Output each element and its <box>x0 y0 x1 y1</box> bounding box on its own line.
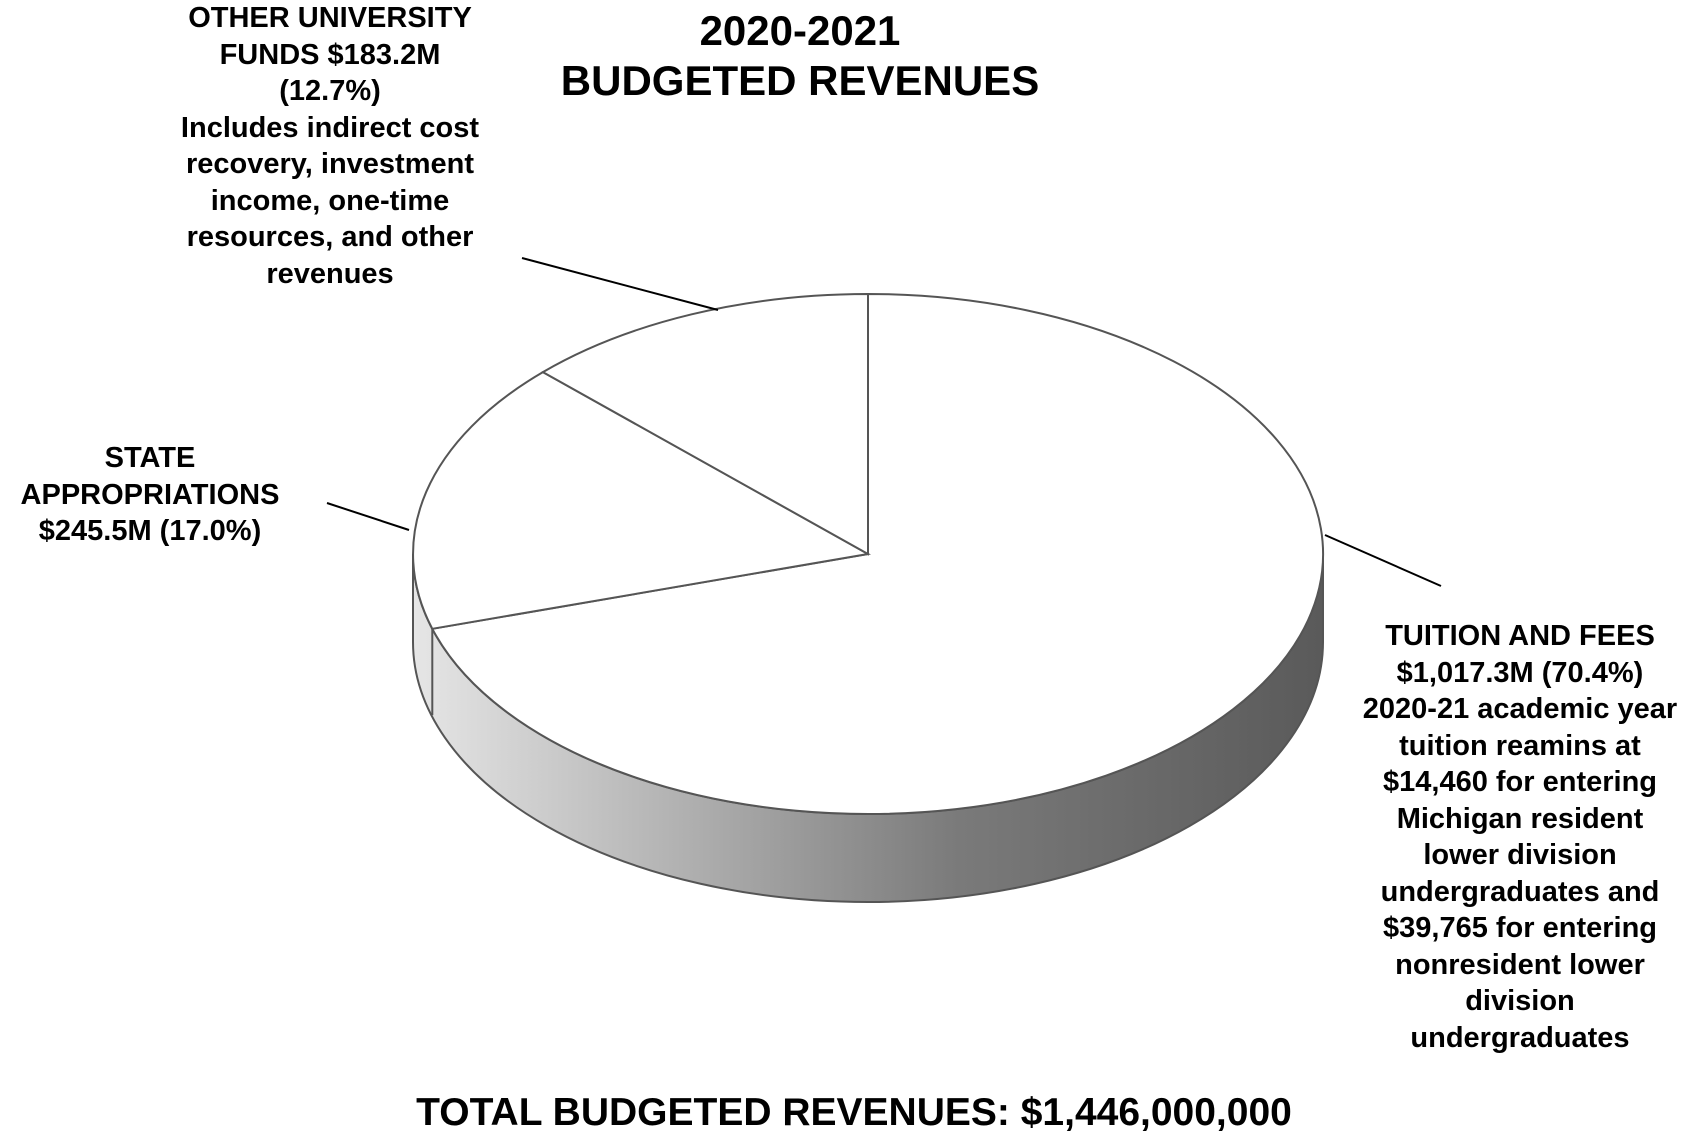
label-line: recovery, investment <box>186 148 474 180</box>
label-line: division <box>1465 985 1575 1017</box>
slice-label-other-university-funds: OTHER UNIVERSITY FUNDS $183.2M (12.7%) I… <box>130 0 530 292</box>
label-line: income, one-time <box>210 184 450 217</box>
label-line: APPROPRIATIONS <box>20 478 280 511</box>
label-line: undergraduates and <box>1380 875 1660 908</box>
slice-label-state-appropriations: STATE APPROPRIATIONS $245.5M (17.0%) <box>0 440 305 550</box>
label-line: STATE <box>104 442 196 474</box>
slice-other-university-funds <box>540 292 869 556</box>
slice-state-appropriations <box>412 370 871 630</box>
label-line: resources, and other <box>186 221 474 253</box>
label-line: nonresident lower <box>1395 948 1645 981</box>
label-line: OTHER UNIVERSITY <box>188 2 472 34</box>
label-line: revenues <box>266 257 394 290</box>
label-line: 2020-21 academic year <box>1362 693 1678 725</box>
label-line: undergraduates <box>1410 1021 1630 1054</box>
label-line: TUITION AND FEES <box>1385 620 1655 652</box>
title-line-year: 2020-2021 <box>699 7 901 54</box>
label-line: (12.7%) <box>279 75 381 107</box>
label-line: FUNDS $183.2M <box>219 38 441 71</box>
label-line: $14,460 for entering <box>1383 766 1657 798</box>
label-line: $39,765 for entering <box>1383 912 1657 944</box>
label-line: Includes indirect cost <box>180 111 480 144</box>
slice-label-tuition-and-fees: TUITION AND FEES $1,017.3M (70.4%) 2020-… <box>1320 618 1708 1056</box>
title-line-subtitle: BUDGETED REVENUES <box>560 57 1040 104</box>
total-budgeted-revenues: TOTAL BUDGETED REVENUES: $1,446,000,000 <box>416 1091 1292 1134</box>
leader-line-other <box>521 257 719 311</box>
slice-tuition-and-fees <box>430 292 1324 815</box>
chart-title: 2020-2021 BUDGETED REVENUES <box>500 6 1100 106</box>
label-line: Michigan resident <box>1396 802 1644 835</box>
label-line: $245.5M (17.0%) <box>38 515 262 547</box>
leader-line-tuition <box>1324 534 1442 587</box>
label-line: tuition reamins at <box>1399 729 1641 762</box>
leader-line-state <box>326 502 410 531</box>
label-line: lower division <box>1423 839 1617 871</box>
label-line: $1,017.3M (70.4%) <box>1396 656 1644 689</box>
